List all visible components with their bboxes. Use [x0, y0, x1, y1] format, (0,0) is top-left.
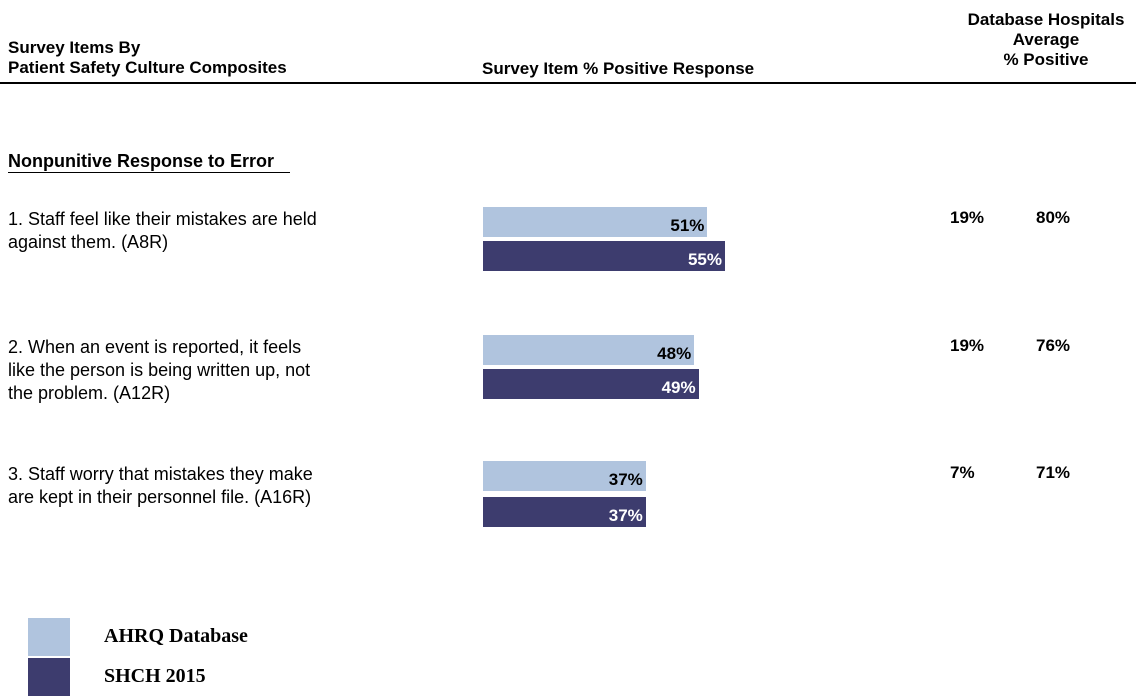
survey-item-3: 3. Staff worry that mistakes they make a…: [8, 463, 428, 509]
database-low-item-3: 7%: [950, 463, 975, 482]
bar-ahrq-item-3: 37%: [483, 461, 646, 491]
legend-label-shch: SHCH 2015: [104, 665, 206, 687]
section-title: Nonpunitive Response to Error: [8, 150, 291, 173]
survey-item-line: 2. When an event is reported, it feels: [8, 337, 302, 357]
survey-item-line: 1. Staff feel like their mistakes are he…: [8, 209, 317, 229]
legend-swatch-ahrq: [28, 618, 70, 656]
column-header-database-average: Database Hospitals Average % Positive: [956, 10, 1136, 70]
bar-shch-item-2: 49%: [483, 369, 699, 399]
survey-item-2: 2. When an event is reported, it feels l…: [8, 336, 428, 405]
legend-label-ahrq: AHRQ Database: [104, 625, 248, 647]
legend-swatch-shch: [28, 658, 70, 696]
survey-item-line: the problem. (A12R): [8, 383, 171, 403]
survey-item-line: are kept in their personnel file. (A16R): [8, 487, 312, 507]
column-header-line: Survey Items By: [8, 38, 141, 57]
bar-ahrq-item-2: 48%: [483, 335, 695, 365]
database-high-item-1: 80%: [1036, 208, 1071, 227]
survey-item-line: against them. (A8R): [8, 232, 169, 252]
database-low-item-2: 19%: [950, 336, 985, 355]
column-header-line: Database Hospitals: [967, 10, 1125, 29]
survey-item-line: like the person is being written up, not: [8, 360, 311, 380]
survey-item-line: 3. Staff worry that mistakes they make: [8, 464, 313, 484]
database-high-item-2: 76%: [1036, 336, 1071, 355]
header-divider: [0, 82, 1136, 84]
bar-shch-item-3: 37%: [483, 497, 646, 527]
column-header-survey-items: Survey Items By Patient Safety Culture C…: [8, 38, 287, 78]
database-high-item-3: 71%: [1036, 463, 1071, 482]
bar-ahrq-item-1: 51%: [483, 207, 708, 237]
database-low-item-1: 19%: [950, 208, 985, 227]
bar-shch-item-1: 55%: [483, 241, 725, 271]
survey-item-1: 1. Staff feel like their mistakes are he…: [8, 208, 428, 254]
column-header-line: % Positive: [1003, 50, 1089, 69]
column-header-line: Average: [1012, 30, 1080, 49]
column-header-line: Patient Safety Culture Composites: [8, 58, 287, 77]
column-header-percent-positive: Survey Item % Positive Response: [482, 59, 755, 78]
